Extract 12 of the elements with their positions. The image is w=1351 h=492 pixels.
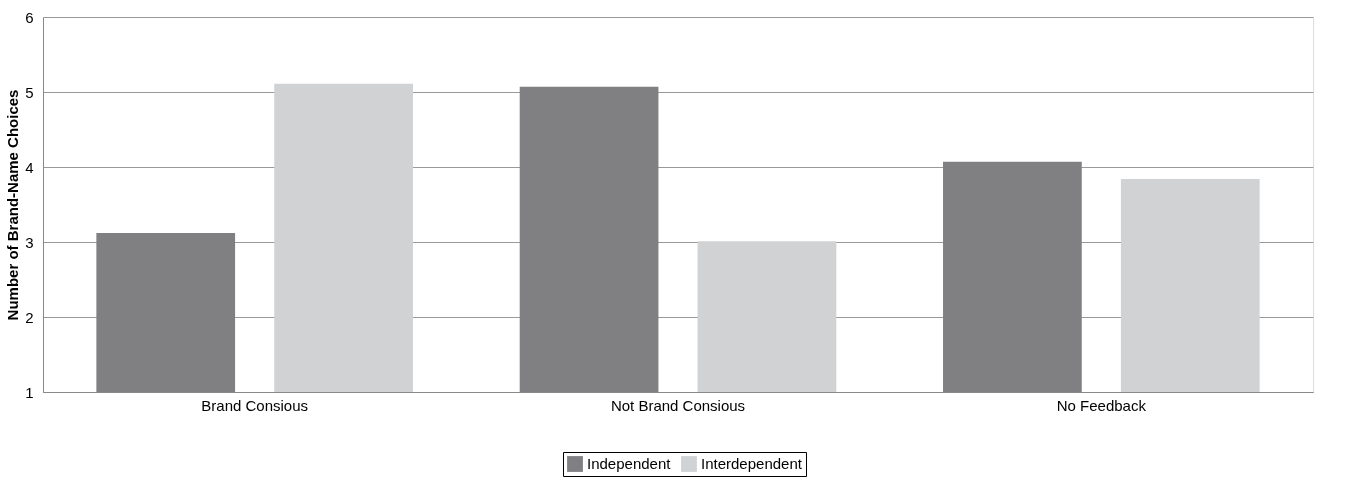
y-tick-label: 2: [25, 308, 34, 326]
y-axis-title: Number of Brand-Name Choices: [4, 89, 22, 321]
x-tick-label: Not Brand Consious: [610, 396, 746, 414]
legend-label: Interdependent: [701, 455, 803, 472]
x-tick-label: No Feedback: [1056, 396, 1147, 414]
y-tick-label: 6: [25, 8, 34, 26]
y-tick-label: 3: [25, 233, 34, 251]
legend-label: Independent: [587, 455, 672, 472]
y-tick-label: 4: [25, 158, 34, 176]
x-tick-label: Brand Consious: [201, 396, 309, 414]
y-tick-label: 5: [25, 83, 34, 101]
y-tick-label: 1: [25, 383, 34, 401]
